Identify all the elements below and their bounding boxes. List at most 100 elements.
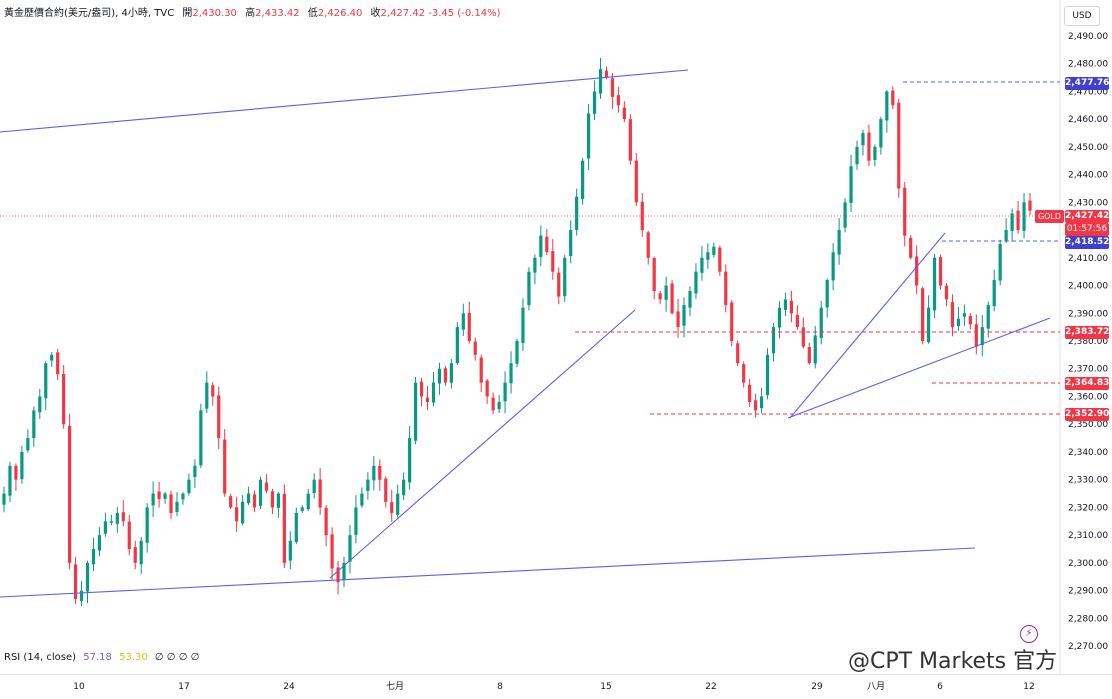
candle-body: [79, 590, 84, 601]
candle-body: [777, 307, 782, 328]
low-value: 2,426.40: [317, 8, 363, 19]
candle-body: [700, 257, 704, 273]
y-tick-label: 2,450.00: [1068, 143, 1108, 153]
candle-body: [497, 402, 501, 410]
candle-body: [736, 343, 740, 364]
candle-body: [581, 160, 585, 200]
candle-body: [1016, 210, 1020, 231]
candle-body: [8, 465, 12, 496]
candle-body: [932, 257, 937, 311]
candle-body: [419, 381, 424, 397]
candle-body: [527, 271, 531, 306]
rsi-value: 57.18: [83, 652, 112, 663]
candle-body: [765, 354, 770, 396]
candle-body: [944, 285, 949, 300]
candle-body: [873, 146, 877, 160]
candle-body: [634, 160, 638, 203]
candle-body: [795, 314, 799, 328]
price-tag-support-1: 2,418.52: [1065, 236, 1110, 249]
candle-body: [968, 315, 972, 325]
price-tag-high-line: 2,477.76: [1065, 77, 1110, 90]
candle-body: [431, 382, 436, 403]
candle-body: [366, 479, 370, 491]
candle-body: [62, 374, 66, 425]
candle-body: [449, 363, 453, 383]
candle-body: [229, 496, 233, 508]
close-value: 2,427.42: [380, 8, 426, 19]
candle-body: [1010, 213, 1014, 232]
rsi-label: RSI (14, close): [4, 652, 77, 663]
time-axis: [0, 674, 1112, 699]
candle-body: [193, 465, 197, 477]
candle-body: [252, 494, 257, 508]
candle-body: [26, 438, 30, 451]
y-tick-label: 2,350.00: [1068, 420, 1108, 430]
candle-body: [38, 396, 42, 413]
currency-button[interactable]: USD: [1064, 6, 1100, 26]
candle-body: [545, 236, 549, 253]
candle-body: [938, 257, 943, 286]
candle-body: [50, 354, 54, 361]
candle-body: [467, 312, 471, 341]
trend-line: [0, 69, 689, 133]
y-tick-label: 2,490.00: [1068, 32, 1108, 42]
candle-body: [187, 479, 191, 494]
candle-body: [819, 307, 823, 339]
candle-body: [491, 397, 495, 411]
candle-body: [258, 479, 263, 506]
symbol-title: 黃金歷價合約(美元/盎司), 4小時, TVC: [4, 8, 175, 19]
x-tick-label: 29: [811, 682, 823, 692]
y-tick-label: 2,300.00: [1068, 559, 1108, 569]
rsi-ma-value: 53.30: [119, 652, 148, 663]
candle-body: [664, 285, 668, 300]
candle-body: [1022, 202, 1026, 231]
candle-body: [282, 493, 286, 563]
candle-body: [879, 119, 883, 148]
candle-body: [312, 479, 316, 494]
candle-body: [91, 549, 96, 565]
candle-body: [336, 567, 340, 583]
candle-body: [1028, 200, 1032, 211]
candle-body: [592, 91, 597, 114]
candle-body: [503, 382, 507, 402]
candle-body: [85, 562, 90, 592]
lightning-icon[interactable]: ⚡: [1020, 625, 1038, 643]
candle-body: [950, 302, 955, 328]
candle-body: [384, 478, 388, 502]
candle-body: [151, 493, 155, 506]
candle-body: [32, 410, 36, 439]
candle-body: [348, 535, 352, 562]
y-tick-label: 2,290.00: [1068, 587, 1108, 597]
rsi-legend: RSI (14, close) 57.18 53.30 ∅ ∅ ∅ ∅: [4, 652, 199, 663]
candle-body: [246, 493, 251, 504]
candle-body: [235, 507, 239, 522]
candle-body: [211, 385, 215, 397]
candle-body: [903, 187, 907, 236]
candle-body: [276, 493, 280, 508]
trend-line: [0, 547, 976, 598]
candle-body: [324, 507, 328, 536]
candle-body: [610, 78, 615, 97]
candle-body: [288, 540, 292, 561]
candle-body: [670, 283, 674, 314]
x-tick-label: 10: [73, 682, 85, 692]
candle-body: [825, 279, 829, 308]
candle-body: [205, 382, 209, 409]
candle-body: [557, 272, 561, 297]
candle-body: [360, 493, 364, 506]
candle-body: [712, 246, 716, 255]
candle-body: [157, 491, 161, 500]
candle-body: [294, 512, 298, 543]
candle-body: [980, 327, 984, 346]
candle-body: [169, 494, 173, 513]
candle-body: [103, 521, 108, 534]
price-tag-level-4: 2,352.90: [1065, 408, 1110, 421]
candle-body: [264, 482, 269, 491]
trend-line: [329, 309, 636, 579]
candle-body: [658, 293, 662, 300]
candle-body: [443, 368, 448, 383]
candle-body: [586, 113, 591, 159]
y-tick-label: 2,430.00: [1068, 198, 1108, 208]
y-tick-label: 2,320.00: [1068, 503, 1108, 513]
